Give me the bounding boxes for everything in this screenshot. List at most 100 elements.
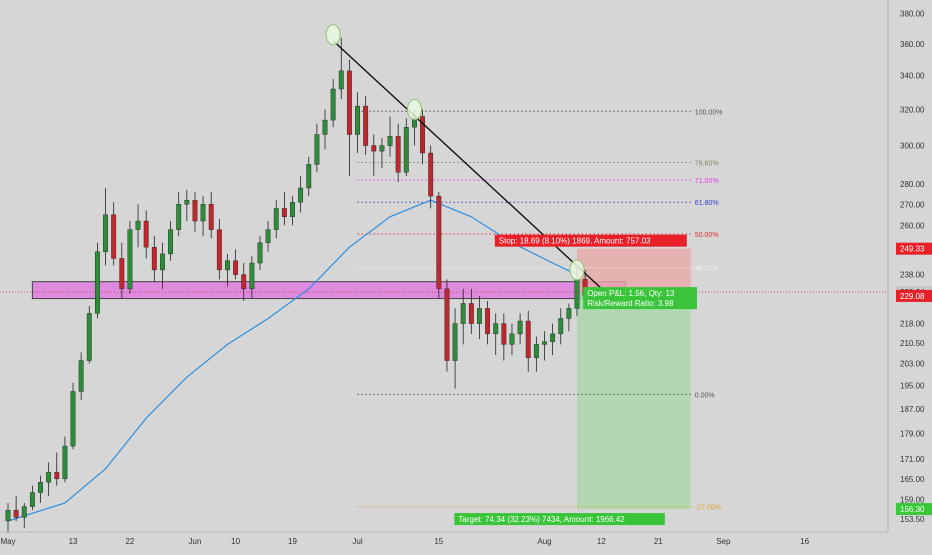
candle-body [5,509,11,522]
candle [168,221,174,261]
candle-body [70,391,76,447]
candle [160,242,165,289]
candle [290,196,295,226]
candle-body [363,105,369,146]
x-tick-label: Jul [352,537,362,546]
y-tick-label: 380.00 [900,10,925,19]
candle [5,503,11,532]
candle-body [550,333,556,342]
candle [176,192,182,237]
candle-body [460,303,466,324]
x-tick-label: 16 [800,537,809,546]
fib-level-label: 78.60% [695,161,719,168]
candle [355,92,360,154]
candle-body [517,320,523,335]
candle [13,496,19,521]
candle [257,236,263,270]
candle-body [452,323,458,361]
candle [460,288,466,345]
candle-body [13,509,19,518]
fib-level-label: 100.00% [695,109,723,116]
candle [249,256,255,299]
candle [225,253,230,287]
fib-level-label: 38.20% [695,266,719,273]
candle-body [566,308,572,319]
candle [363,95,369,155]
y-tick-label: 270.00 [900,200,925,209]
fib-level-label: 0.00% [695,392,715,399]
candle [241,263,247,301]
stop-label-bg [494,234,687,247]
candle-body [436,195,442,290]
risk-reward-label-bg [583,297,697,310]
candle-body [184,199,190,205]
y-tick-label: 210.50 [900,339,925,348]
candle-body [338,70,344,90]
candle [143,210,149,259]
candle-body [241,274,247,290]
candle [38,475,43,504]
candle-body [21,506,27,518]
candle [86,305,92,364]
candle [70,382,76,450]
candle-body [509,333,515,345]
candle-body [225,260,230,271]
candle [485,300,491,345]
candle-body [265,229,271,243]
candle-body [62,445,68,480]
candle [281,192,287,226]
target-label: Target: 74.34 (32.23%) 7434, Amount: 196… [458,515,625,524]
candle [566,303,572,332]
highlight-circle [569,259,585,281]
price-badge-label: 156.30 [900,505,925,514]
candle-body [86,313,92,361]
y-tick-label: 203.00 [900,359,925,368]
candle [78,352,84,401]
x-tick-label: 12 [597,537,606,546]
candle-body [574,279,580,309]
candle [379,138,385,169]
candle [192,192,198,232]
candle [452,308,458,389]
candle [111,202,117,266]
candle [403,118,409,177]
candle [306,156,312,197]
candle-body [233,260,239,275]
x-tick-label: 15 [434,537,443,546]
candle-body [395,136,401,173]
candle-body [127,229,133,290]
candle [509,323,515,356]
candle-body [493,323,499,335]
candle-body [168,229,174,255]
candle [298,176,304,213]
candle-body [379,145,385,152]
candle-body [322,119,328,135]
y-tick-label: 159.00 [900,496,925,505]
candle-body [160,253,165,271]
take-profit-zone [577,292,691,510]
candle-body [46,471,52,483]
candle-body [249,262,255,290]
candle-body [477,308,482,324]
candle-body [257,242,263,264]
candle [184,190,190,222]
candle [330,79,336,128]
candle-body [428,152,434,197]
candle [54,452,60,486]
price-badge [896,242,932,255]
candle-body [103,214,108,252]
candle-body [208,204,214,230]
candle [119,242,125,299]
candle-body [533,344,539,359]
y-tick-label: 153.50 [900,515,925,524]
candle-body [330,88,336,121]
fib-level-label: -27.00% [695,505,721,512]
candle [103,187,108,266]
price-badge [896,289,932,302]
candle-body [78,360,84,392]
candle [151,236,157,282]
candle [21,503,27,529]
